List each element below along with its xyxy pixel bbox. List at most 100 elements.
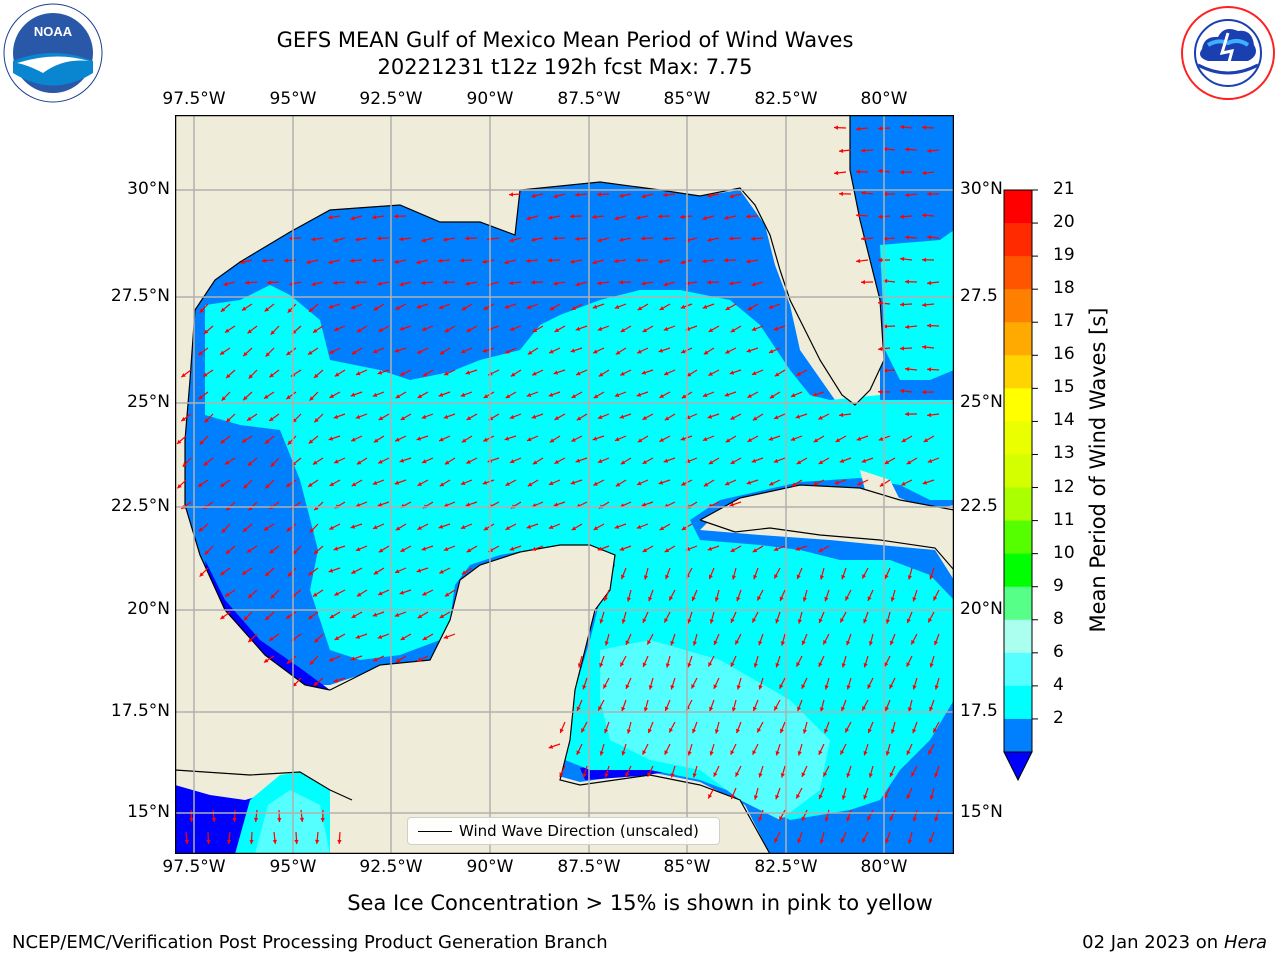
wind-wave-arrowhead [839, 148, 844, 154]
colorbar [1000, 185, 1050, 785]
wind-wave-arrowhead [889, 640, 894, 646]
wind-wave-arrowhead [592, 304, 598, 309]
wind-wave-arrowhead [329, 614, 335, 619]
wind-wave-arrowhead [328, 436, 334, 441]
wind-wave-arrowhead [911, 640, 916, 645]
wind-wave-arrowhead [314, 373, 319, 378]
wind-wave-arrowhead [751, 371, 757, 376]
wind-wave-arrowhead [883, 147, 888, 152]
wind-wave-arrowhead [417, 349, 422, 354]
wind-wave-arrowhead [883, 191, 887, 197]
wind-wave-arrowhead [769, 481, 774, 486]
wind-wave-arrowhead [599, 751, 604, 756]
colorbar-tick-label: 13 [1053, 443, 1075, 464]
wind-wave-arrowhead [730, 548, 736, 552]
wind-wave-arrowhead [554, 415, 559, 420]
wind-wave-arrowhead [184, 839, 190, 844]
wind-wave-arrowhead [265, 615, 270, 621]
wind-wave-arrowhead [779, 728, 784, 734]
wind-wave-arrowhead [421, 238, 426, 243]
wind-wave-arrowhead [643, 707, 649, 712]
wind-wave-arrowhead [731, 575, 737, 580]
wind-wave-arrowhead [247, 461, 253, 466]
wind-wave-arrowhead [648, 685, 653, 690]
wind-wave-arrowhead [206, 839, 211, 844]
wind-wave-arrowhead [621, 619, 626, 624]
wind-wave-arrowhead [531, 414, 537, 419]
wind-wave-arrowhead [934, 685, 939, 690]
wind-wave-arrowhead [246, 548, 252, 553]
wind-wave-arrowhead [294, 839, 299, 844]
wind-wave-arrowhead [597, 415, 603, 420]
wind-wave-arrowhead [604, 641, 609, 646]
colorbar-tick-label: 18 [1053, 278, 1075, 299]
wind-wave-arrowhead [905, 279, 910, 284]
wind-wave-arrowhead [900, 170, 904, 175]
wind-wave-arrowhead [526, 304, 532, 309]
wind-wave-arrowhead [460, 258, 465, 263]
wind-wave-arrowhead [267, 280, 272, 285]
wind-wave-arrowhead [333, 414, 339, 419]
wind-wave-arrowhead [571, 394, 577, 398]
wind-wave-arrowhead [286, 351, 291, 356]
wind-wave-arrowhead [883, 324, 888, 329]
wind-wave-arrowhead [702, 437, 708, 442]
wind-wave-arrowhead [905, 324, 910, 330]
colorbar-band [1004, 553, 1032, 588]
wind-wave-arrowhead [399, 458, 405, 463]
wind-wave-arrowhead [416, 259, 421, 265]
wind-wave-arrowhead [599, 662, 604, 668]
wind-wave-arrowhead [730, 794, 735, 800]
wind-wave-arrowhead [549, 349, 554, 354]
wind-wave-arrowhead [203, 329, 209, 334]
wind-wave-arrowhead [724, 258, 729, 263]
wind-wave-arrowhead [922, 389, 926, 395]
wind-wave-arrowhead [597, 192, 602, 197]
wind-wave-arrowhead [885, 619, 891, 624]
wind-wave-arrowhead [687, 662, 692, 668]
wind-wave-arrowhead [333, 327, 339, 332]
wind-wave-arrowhead [818, 794, 823, 799]
wind-wave-arrowhead [311, 281, 316, 287]
wind-wave-arrowhead [835, 438, 841, 442]
wind-wave-arrowhead [747, 393, 752, 398]
map-frame [174, 114, 955, 855]
nws-logo [1178, 3, 1278, 103]
wind-wave-arrowhead [773, 415, 779, 420]
wind-wave-arrowhead [746, 259, 751, 264]
wind-wave-arrowhead [933, 728, 938, 733]
wind-wave-arrowhead [203, 461, 209, 466]
wind-wave-arrowhead [505, 349, 510, 354]
wind-wave-arrowhead [224, 460, 230, 465]
wind-wave-arrowhead [224, 328, 230, 333]
wind-wave-arrowhead [243, 484, 248, 489]
wind-wave-arrowhead [801, 816, 806, 821]
wind-wave-arrowhead [311, 237, 316, 242]
wind-wave-arrowhead [422, 459, 427, 464]
wind-wave-arrowhead [819, 839, 824, 844]
colorbar-band [1004, 289, 1032, 323]
wind-wave-arrowhead [912, 596, 917, 602]
wind-wave-arrowhead [927, 367, 932, 372]
wind-wave-arrowhead [400, 416, 406, 421]
wind-wave-arrowhead [927, 148, 932, 153]
wind-wave-arrowhead [725, 349, 730, 354]
wind-wave-arrowhead [377, 281, 382, 286]
wind-wave-arrowhead [315, 839, 320, 844]
date-text: 02 Jan 2023 on Hera [1082, 932, 1267, 953]
wind-wave-arrowhead [687, 618, 692, 624]
wind-wave-arrowhead [421, 546, 427, 551]
wind-wave-arrowhead [663, 236, 668, 241]
wind-wave-arrowhead [730, 328, 736, 333]
florida-land [740, 115, 884, 405]
wind-wave-arrowhead [736, 596, 741, 602]
wind-wave-arrowhead [394, 612, 400, 617]
wind-wave-arrowhead [417, 481, 422, 486]
wind-wave-arrowhead [377, 634, 383, 639]
wind-wave-arrowhead [752, 548, 758, 553]
wind-wave-arrowhead [861, 148, 866, 153]
wind-wave-arrowhead [262, 258, 267, 263]
wind-wave-arrowhead [182, 462, 188, 467]
wind-wave-arrowhead [857, 481, 862, 486]
wind-wave-arrowhead [912, 685, 917, 690]
